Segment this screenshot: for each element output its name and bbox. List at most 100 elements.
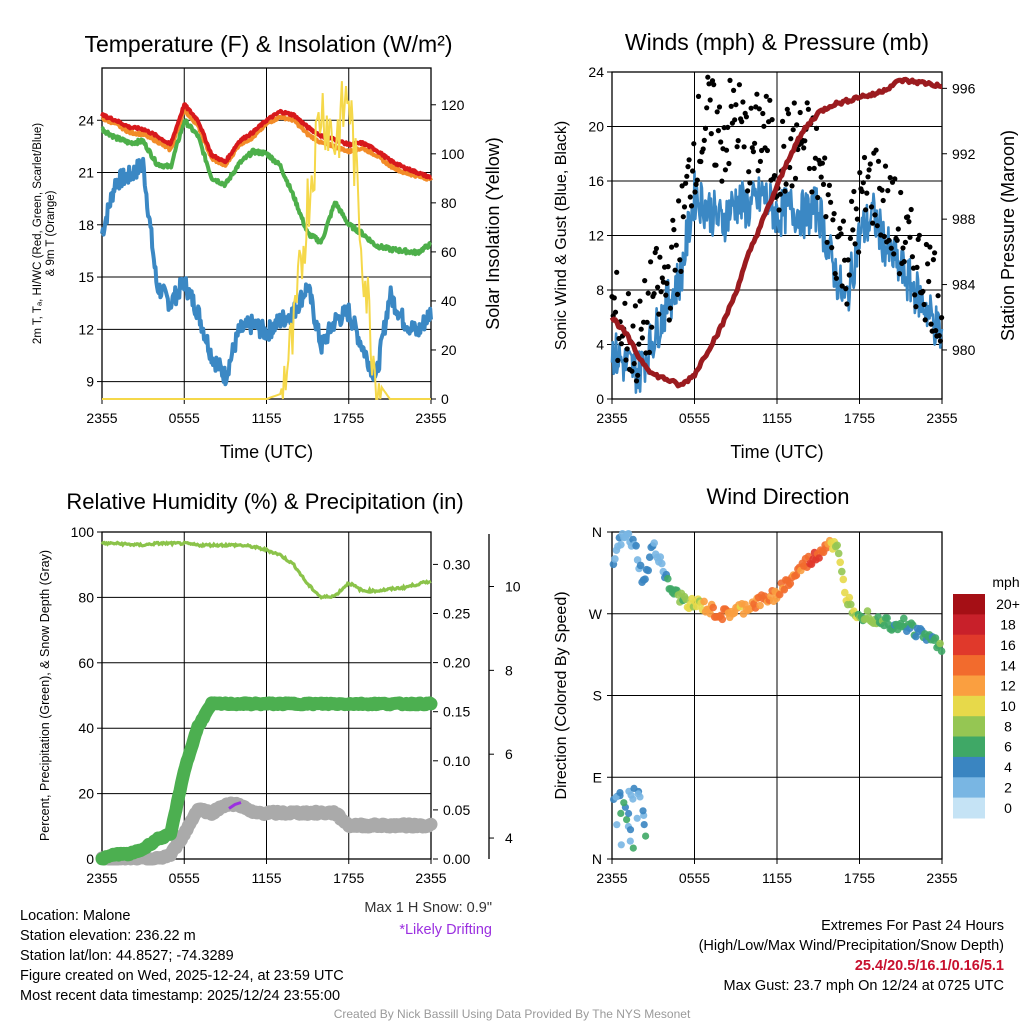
snow-depth-line: [95, 796, 438, 866]
dir-title: Wind Direction: [706, 484, 849, 509]
gust-point: [852, 241, 858, 247]
gust-point: [611, 295, 617, 301]
gust-point: [905, 214, 911, 220]
gust-point: [704, 105, 710, 111]
temp-frame: 2355 0555 1155 1755 2355: [86, 67, 447, 426]
temp-title: Temperature (F) & Insolation (W/m²): [84, 31, 452, 57]
gust-point: [639, 335, 646, 341]
speed-legend: mph 20+ 18 16 14 12 10 8 6 4 2 0: [953, 574, 1020, 819]
gust-point: [731, 87, 737, 93]
gust-point: [791, 100, 797, 106]
gust-point: [718, 139, 724, 145]
gust-point: [646, 349, 653, 355]
gust-point: [932, 250, 938, 256]
gust-point: [711, 82, 717, 88]
dir-point: [617, 809, 625, 818]
rh-ytick-label: 100: [71, 524, 95, 540]
gust-point: [914, 264, 920, 270]
dir-point: [611, 555, 619, 563]
gust-point: [732, 117, 738, 123]
gust-point: [648, 259, 654, 265]
dir-point: [656, 553, 665, 561]
gust-point: [866, 167, 872, 173]
wind-ytick-label: 0: [596, 391, 604, 407]
gust-point: [690, 168, 696, 174]
gust-point: [830, 217, 836, 223]
gust-point: [790, 127, 796, 133]
gust-point: [853, 206, 859, 212]
gust-point: [891, 251, 897, 257]
gust-point: [776, 207, 782, 213]
gust-point: [879, 187, 885, 193]
gust-point: [615, 357, 621, 363]
dir-point: [937, 647, 946, 655]
gust-point: [691, 141, 697, 147]
temp-y2label: Solar Insolation (Yellow): [483, 137, 503, 329]
gust-point: [739, 119, 745, 125]
dir-point: [709, 603, 717, 612]
windchill-line: [100, 156, 433, 387]
gust-point: [930, 257, 937, 263]
gust-point: [902, 239, 909, 245]
gust-point: [820, 181, 827, 187]
gust-point: [636, 341, 642, 347]
gust-point: [875, 158, 882, 164]
dir-xtick-label: 1155: [762, 870, 792, 886]
dir-point: [786, 579, 795, 588]
gust-point: [895, 226, 901, 232]
gust-point: [713, 162, 719, 168]
gust-point: [838, 231, 844, 237]
legend-swatch: [953, 777, 985, 799]
temp-xtick-label: 1755: [333, 410, 364, 426]
gust-point: [860, 180, 866, 186]
legend-swatch: [953, 716, 985, 738]
wind-y2axis: 980 984 988 992 996: [942, 80, 976, 358]
gust-point: [935, 293, 941, 299]
wind-ytick-label: 4: [596, 337, 604, 353]
gust-point: [787, 164, 793, 171]
dir-xtick-label: 2355: [596, 870, 627, 886]
gust-point: [676, 198, 682, 204]
dir-point: [863, 607, 872, 615]
gust-point: [692, 189, 698, 195]
gust-point: [777, 191, 783, 197]
legend-label: 10: [1000, 698, 1016, 714]
gust-point: [837, 225, 843, 231]
gust-point: [674, 291, 681, 297]
dir-point: [625, 809, 633, 818]
gust-point: [785, 111, 792, 117]
gust-point: [638, 326, 644, 332]
gust-point: [728, 103, 734, 109]
dir-point: [883, 614, 891, 622]
temp-y2tick-label: 120: [441, 97, 465, 113]
gust-point: [695, 93, 702, 99]
dir-ytick-label: E: [593, 769, 602, 785]
gust-point: [653, 245, 660, 252]
gust-point: [735, 138, 741, 144]
gust-point: [847, 235, 854, 241]
gust-point: [900, 245, 906, 251]
gust-point: [670, 217, 676, 223]
legend-label: 12: [1000, 678, 1016, 694]
gust-point: [618, 341, 625, 347]
gust-point: [882, 163, 889, 169]
dir-point: [636, 561, 645, 570]
dir-point: [931, 634, 940, 642]
dir-point: [645, 553, 654, 561]
dir-point: [613, 821, 621, 829]
rh-y2tick-label: 0.10: [443, 753, 470, 769]
gust-point: [809, 189, 815, 195]
dir-point: [617, 841, 625, 849]
legend-swatch: [953, 797, 985, 819]
rh-xtick-label: 2355: [415, 870, 446, 886]
legend-title: mph: [992, 574, 1019, 590]
legend-swatch: [953, 675, 985, 697]
gust-point: [665, 264, 671, 270]
dewpoint-line: [100, 118, 433, 257]
gust-point: [863, 207, 869, 213]
gust-point: [763, 93, 769, 99]
gust-point: [677, 257, 683, 263]
dir-point: [718, 615, 727, 624]
gust-point: [833, 275, 840, 281]
temp-ylabel-group: 2m T, Tₐ, HI/WC (Red, Green, Scarlet/Blu…: [32, 123, 57, 344]
